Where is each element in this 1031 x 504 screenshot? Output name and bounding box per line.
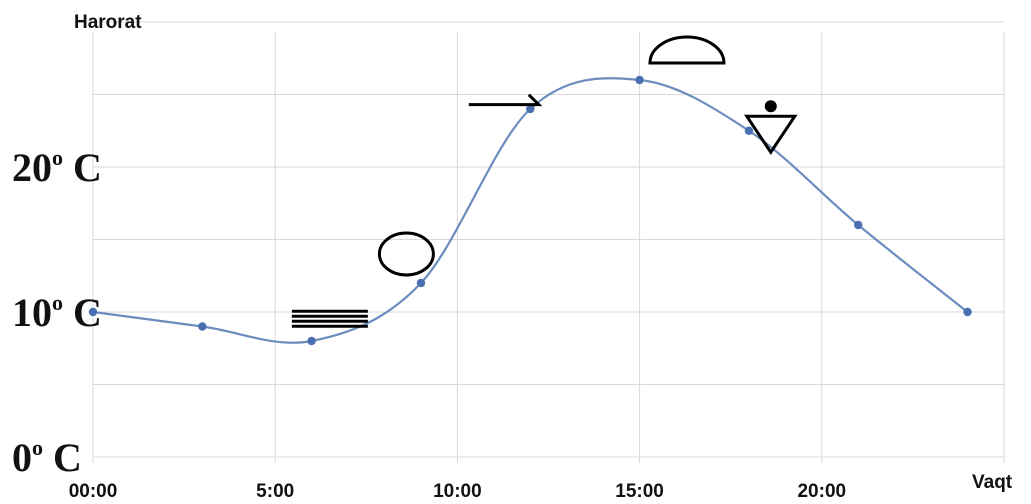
data-point [198,322,207,331]
x-tick-label: 00:00 [69,481,118,502]
grid [92,21,1005,463]
x-tick-label: 15:00 [615,481,664,502]
x-tick-labels: 00:00 5:00 10:00 15:00 20:00 [69,481,846,502]
y-axis-label: Harorat [74,12,142,33]
series-line [92,77,969,344]
y-tick-labels: 0o C 10o C 20o C [12,145,102,480]
fog-icon [291,309,368,328]
series-line-layer [92,77,969,344]
data-point [88,307,98,317]
x-tick-label: 20:00 [797,481,846,502]
weather-symbols [291,35,798,328]
data-point [526,104,535,114]
half-circle-icon [648,35,726,65]
x-axis-label: Vaqt [972,472,1013,493]
y-tick-label: 10o C [12,290,102,335]
data-point [635,75,644,85]
data-point [963,307,972,317]
rain-shower-icon [743,100,798,155]
y-tick-label: 0o C [12,435,82,480]
data-point [854,220,863,230]
x-tick-label: 5:00 [256,481,294,502]
data-points [88,75,972,346]
wind-arrow-icon [468,93,543,107]
data-point [744,126,754,135]
y-tick-label: 20o C [12,145,102,190]
data-point [307,336,316,346]
x-tick-label: 10:00 [433,481,482,502]
data-point [416,278,426,288]
clear-sky-circle-icon [377,231,435,277]
